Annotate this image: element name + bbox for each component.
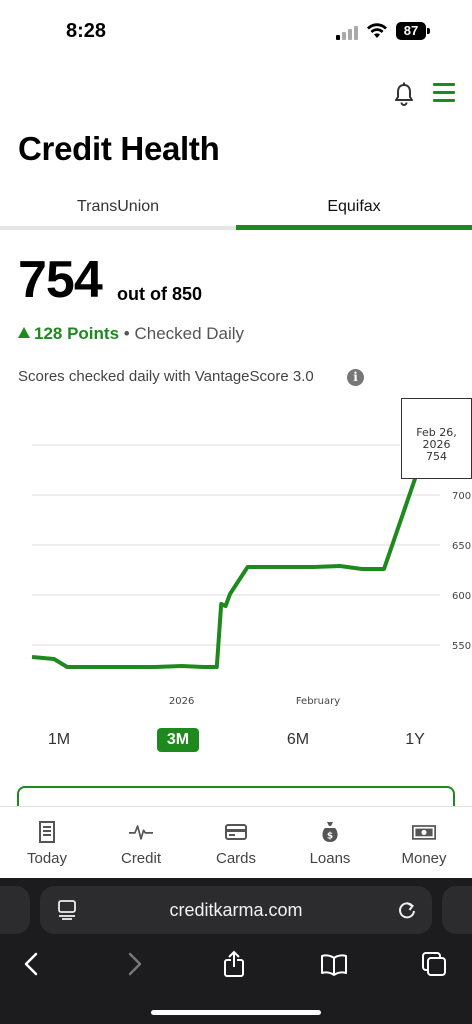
chart-tooltip: Feb 26, 2026 754 bbox=[401, 398, 472, 479]
tab-selected-indicator bbox=[236, 225, 472, 230]
range-3m-button[interactable]: 3M bbox=[157, 728, 199, 752]
back-icon[interactable] bbox=[18, 950, 46, 978]
nav-cards-label: Cards bbox=[215, 850, 256, 867]
pulse-icon bbox=[129, 825, 153, 840]
score-history-chart: 550 600 650 700 2026 February bbox=[0, 390, 472, 720]
hamburger-icon[interactable] bbox=[433, 83, 455, 103]
nav-credit[interactable]: Credit bbox=[94, 807, 188, 879]
y-tick-label: 600 bbox=[452, 591, 471, 602]
address-bar[interactable]: creditkarma.com bbox=[40, 886, 432, 934]
bell-icon[interactable] bbox=[393, 82, 415, 106]
nav-today[interactable]: Today bbox=[0, 807, 94, 879]
nav-money[interactable]: Money bbox=[377, 807, 471, 879]
bottom-nav: Today Credit Cards $ Loans Money bbox=[0, 806, 472, 878]
previous-tab-preview[interactable] bbox=[0, 886, 30, 934]
tooltip-date: Feb 26, 2026 bbox=[416, 426, 457, 451]
battery-icon: 87 bbox=[396, 22, 430, 40]
nav-today-label: Today bbox=[26, 850, 68, 867]
tab-transunion[interactable]: TransUnion bbox=[76, 198, 160, 215]
range-1m-button[interactable]: 1M bbox=[47, 731, 71, 748]
battery-level: 87 bbox=[396, 22, 426, 40]
tooltip-value: 754 bbox=[426, 450, 447, 463]
score-source-text: Scores checked daily with VantageScore 3… bbox=[18, 368, 314, 385]
url-text: creditkarma.com bbox=[169, 900, 303, 920]
check-frequency: • Checked Daily bbox=[123, 324, 245, 343]
card-icon bbox=[225, 824, 247, 840]
nav-money-label: Money bbox=[401, 850, 447, 867]
signal-icon bbox=[336, 24, 360, 40]
credit-score-value: 754 bbox=[18, 251, 103, 309]
document-icon bbox=[39, 821, 55, 843]
up-arrow-icon bbox=[18, 327, 30, 338]
y-tick-label: 550 bbox=[452, 641, 471, 652]
page-menu-icon[interactable] bbox=[58, 900, 76, 920]
home-indicator bbox=[151, 1010, 321, 1015]
score-line bbox=[31, 440, 430, 669]
nav-loans-label: Loans bbox=[309, 850, 351, 867]
bureau-tabs: TransUnion Equifax bbox=[0, 190, 472, 232]
tabs-icon[interactable] bbox=[420, 950, 448, 978]
wifi-icon bbox=[367, 23, 387, 38]
money-bag-icon: $ bbox=[322, 822, 338, 842]
reload-icon[interactable] bbox=[397, 899, 417, 921]
forward-icon[interactable] bbox=[120, 950, 148, 978]
nav-credit-label: Credit bbox=[120, 850, 161, 867]
status-bar: 8:28 87 bbox=[0, 0, 472, 62]
range-6m-button[interactable]: 6M bbox=[286, 731, 310, 748]
score-out-of: out of 850 bbox=[117, 284, 203, 304]
x-tick-label: 2026 bbox=[169, 696, 194, 707]
x-tick-label: February bbox=[296, 696, 340, 707]
bookmarks-icon[interactable] bbox=[320, 950, 348, 978]
svg-text:$: $ bbox=[327, 832, 333, 842]
y-tick-label: 650 bbox=[452, 541, 471, 552]
next-tab-preview[interactable] bbox=[442, 886, 472, 934]
chart-canvas: 550 600 650 700 2026 February bbox=[31, 440, 471, 707]
tab-divider bbox=[0, 226, 236, 230]
y-tick-label: 700 bbox=[452, 491, 471, 502]
nav-loans[interactable]: $ Loans bbox=[283, 807, 377, 879]
share-icon[interactable] bbox=[220, 950, 248, 978]
tab-equifax[interactable]: Equifax bbox=[327, 198, 381, 215]
score-change-row: 128 Points • Checked Daily bbox=[18, 324, 244, 344]
page-title: Credit Health bbox=[18, 130, 220, 167]
nav-cards[interactable]: Cards bbox=[189, 807, 283, 879]
info-icon[interactable]: i bbox=[347, 369, 364, 386]
status-time: 8:28 bbox=[66, 20, 107, 42]
cash-icon bbox=[412, 825, 436, 840]
browser-toolbar: creditkarma.com bbox=[0, 878, 472, 1024]
range-1y-button[interactable]: 1Y bbox=[405, 731, 425, 748]
score-change-points: 128 Points bbox=[34, 324, 120, 343]
